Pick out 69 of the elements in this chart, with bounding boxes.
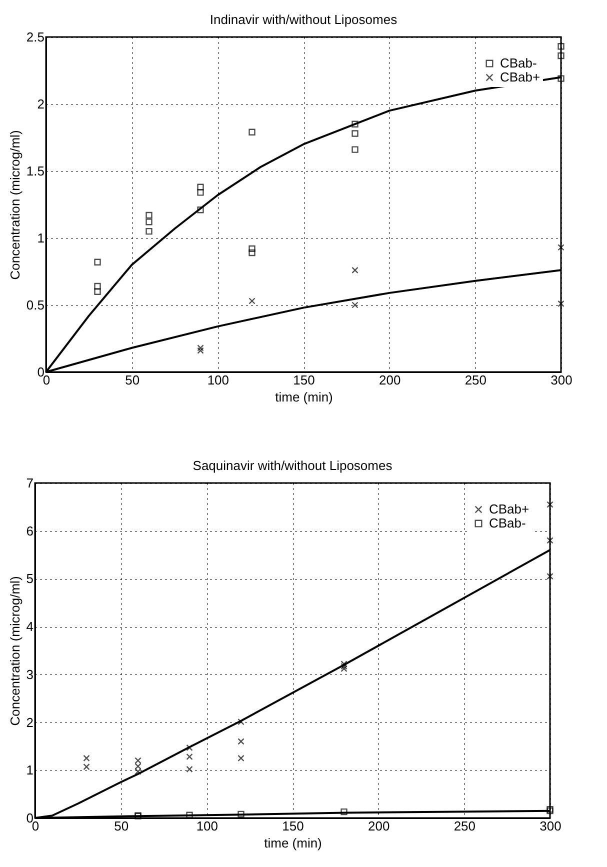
y-tick-label: 2.5 (26, 30, 44, 44)
point (352, 120, 358, 128)
x-tick-label: 150 (293, 372, 315, 388)
x-axis-title: time (min) (275, 390, 333, 404)
x-tick-label: 250 (454, 818, 476, 834)
y-tick-label: 2 (37, 96, 44, 112)
x-tick-label: 300 (550, 372, 572, 388)
point (146, 228, 152, 235)
legend-label: CBab- (489, 516, 526, 530)
point (248, 249, 256, 256)
x-tick-label: 250 (464, 372, 487, 388)
x-tick-label: 50 (114, 818, 129, 834)
point (248, 245, 256, 252)
point (558, 244, 564, 251)
x-tick-label: 150 (282, 818, 304, 834)
y-tick-label: 7 (26, 476, 34, 490)
point (94, 258, 101, 266)
y-tick-label: 6 (26, 523, 34, 538)
y-tick-label: 3 (26, 666, 34, 682)
point (352, 146, 358, 153)
point (546, 501, 554, 508)
x-tick-label: 200 (378, 372, 401, 388)
legend-label: CBab+ (489, 502, 530, 516)
point (197, 347, 204, 354)
point (558, 52, 564, 60)
point (546, 572, 554, 580)
point (186, 812, 193, 818)
point (238, 754, 244, 762)
point (352, 302, 358, 308)
point (94, 288, 101, 295)
point (558, 300, 564, 307)
point (238, 738, 244, 745)
point (197, 206, 204, 214)
y-tick-label: 4 (26, 619, 34, 634)
point (94, 282, 101, 290)
point (197, 189, 204, 196)
x-tick-label: 300 (540, 818, 562, 834)
point (558, 75, 564, 82)
chart-title: Indinavir with/without Liposomes (210, 12, 398, 27)
x-tick-label: 50 (125, 372, 140, 388)
point (546, 537, 554, 544)
y-tick-label: 5 (26, 571, 34, 586)
x-tick-label: 200 (368, 818, 390, 834)
legend-label: CBab+ (500, 70, 540, 84)
y-tick-label: 1 (26, 762, 34, 778)
point (238, 810, 244, 818)
x-tick-label: 100 (196, 818, 218, 834)
point (340, 808, 348, 816)
chart-title: Saquinavir with/without Liposomes (192, 458, 393, 473)
x-tick-label: 100 (207, 372, 230, 388)
y-tick-label: 1.5 (26, 164, 44, 178)
point (248, 128, 256, 136)
point (352, 266, 358, 274)
y-tick-label: 1 (37, 230, 44, 246)
point (352, 130, 358, 137)
y-axis-title: Concentration (microg/ml) (7, 576, 22, 726)
point (197, 344, 204, 352)
point (146, 218, 152, 226)
point (146, 212, 152, 219)
point (558, 43, 564, 50)
y-tick-label: 0.5 (26, 298, 44, 312)
y-tick-label: 2 (26, 714, 34, 730)
y-axis-title: Concentration (microg/ml) (7, 130, 22, 280)
point (186, 753, 193, 760)
x-axis-title: time (min) (264, 836, 322, 850)
legend-label: CBab- (500, 56, 537, 70)
point (197, 184, 204, 190)
point (248, 298, 256, 304)
point (186, 766, 193, 773)
